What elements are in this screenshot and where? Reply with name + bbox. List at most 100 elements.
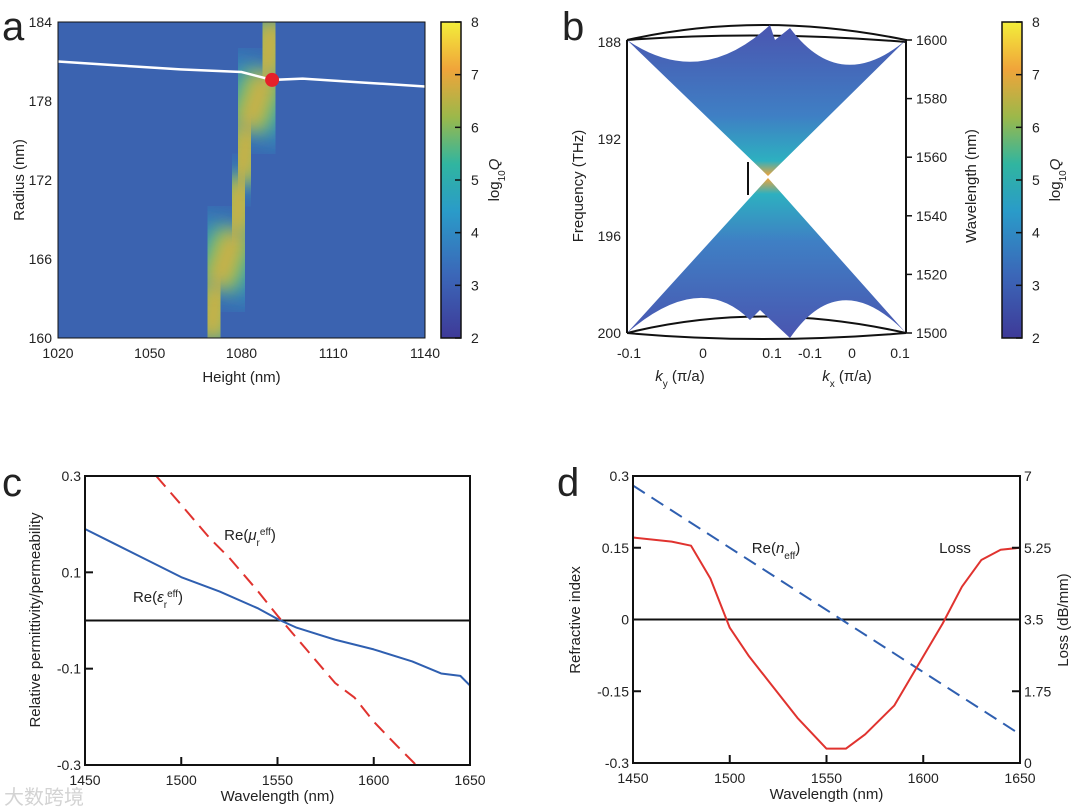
panel-label-b: b (562, 5, 584, 49)
legend-eps-label: Re(εreff) (133, 589, 183, 611)
y-tick-label-d: 0.15 (602, 540, 629, 556)
y-tick-label-b-left: 192 (598, 131, 622, 147)
y-axis-label-a: Radius (nm) (11, 139, 28, 221)
legend-mu-label: Re(μreff) (224, 527, 276, 549)
ridge-core (259, 22, 280, 76)
y-axis-label-d-right: Loss (dB/mm) (1055, 573, 1072, 666)
y-tick-label-b-left: 200 (598, 325, 622, 341)
legend-loss-label: Loss (939, 540, 971, 557)
y-tick-label-d-right: 0 (1024, 755, 1032, 771)
colorbar-b-tick-label: 6 (1032, 119, 1040, 135)
x-tick-label-c: 1500 (166, 772, 197, 788)
x-tick-label-c: 1450 (69, 772, 100, 788)
y-tick-label-a: 184 (29, 14, 53, 30)
x-tick-label-a: 1050 (134, 345, 165, 361)
y-tick-label-c: -0.3 (57, 757, 81, 773)
y-tick-label-c: 0.3 (62, 468, 82, 484)
ridge-core (234, 126, 255, 181)
y-tick-label-d-right: 1.75 (1024, 683, 1051, 699)
frame-bottom (626, 315, 907, 340)
y-tick-label-d-right: 5.25 (1024, 540, 1051, 556)
ky-tick-label: 0 (699, 345, 707, 361)
series-line-d-1 (632, 536, 1021, 750)
y-axis-label-b-right: Wavelength (nm) (963, 129, 980, 243)
watermark: 大数跨境 (4, 785, 84, 809)
colorbar-b-tick-label: 3 (1032, 277, 1040, 293)
x-tick-label-d: 1550 (811, 770, 842, 786)
x-tick-label-d: 1450 (617, 770, 648, 786)
y-tick-label-a: 172 (29, 172, 53, 188)
plot-frame-a (57, 21, 426, 339)
series-line-c-1 (155, 475, 417, 766)
upper-cone (627, 25, 906, 176)
heatmap-a (58, 22, 425, 338)
colorbar-a-tick-label: 8 (471, 14, 479, 30)
y-tick-label-b-left: 196 (598, 228, 622, 244)
ridge-core (203, 284, 224, 338)
series-line-c-0 (84, 528, 471, 687)
ky-tick-label: -0.1 (617, 345, 641, 361)
x-tick-label-c: 1600 (358, 772, 389, 788)
colorbar-b-label: log10Q (1047, 158, 1069, 201)
red-marker (265, 72, 280, 87)
colorbar-a-tick-label: 5 (471, 172, 479, 188)
y-tick-label-a: 160 (29, 330, 53, 346)
colorbar-b-tick-label: 4 (1032, 225, 1040, 241)
y-tick-label-d: -0.15 (597, 683, 629, 699)
kx-axis-label: kx (π/a) (822, 368, 872, 390)
y-tick-label-d: 0 (621, 612, 629, 628)
colorbar-a-tick-label: 4 (471, 225, 479, 241)
kx-tick-label: 0.1 (890, 345, 910, 361)
panel-label-c: c (2, 461, 22, 505)
y-tick-label-a: 178 (29, 93, 53, 109)
x-axis-label-a: Height (nm) (202, 369, 280, 386)
x-axis-label-c: Wavelength (nm) (221, 788, 335, 805)
y-axis-label-b-left: Frequency (THz) (570, 130, 587, 243)
y-tick-label-d-right: 3.5 (1024, 612, 1044, 628)
y-tick-label-b-right: 1560 (916, 149, 947, 165)
panel-label-d: d (557, 461, 579, 505)
y-tick-label-d: 0.3 (610, 468, 630, 484)
panel-label-a: a (2, 5, 25, 49)
colorbar-a-label: log10Q (486, 158, 508, 201)
x-tick-label-a: 1140 (410, 345, 440, 361)
ky-axis-label: ky (π/a) (655, 368, 705, 390)
y-tick-label-d-right: 7 (1024, 468, 1032, 484)
y-tick-label-c: 0.1 (62, 564, 82, 580)
white-line (58, 60, 425, 88)
kx-tick-label: -0.1 (798, 345, 822, 361)
ridge-core (210, 230, 242, 288)
colorbar-b-tick-label: 2 (1032, 330, 1040, 346)
colorbar-b-tick-label: 5 (1032, 172, 1040, 188)
y-tick-label-b-left: 188 (598, 34, 622, 50)
x-tick-label-d: 1500 (714, 770, 745, 786)
colorbar-a-tick-label: 2 (471, 330, 479, 346)
ky-tick-label: 0.1 (762, 345, 782, 361)
x-tick-label-c: 1650 (454, 772, 485, 788)
legend-neff-label: Re(neff) (752, 540, 800, 562)
kx-tick-label: 0 (848, 345, 856, 361)
colorbar-a-tick-label: 3 (471, 277, 479, 293)
series-line-d-0 (632, 484, 1021, 736)
ridge-core (241, 72, 273, 130)
y-tick-label-b-right: 1580 (916, 91, 947, 107)
colorbar-b-tick-label: 8 (1032, 14, 1040, 30)
colorbar-a-tick-label: 6 (471, 119, 479, 135)
y-tick-label-b-right: 1520 (916, 266, 947, 282)
y-tick-label-b-right: 1500 (916, 325, 947, 341)
y-tick-label-c: -0.1 (57, 661, 81, 677)
x-tick-label-a: 1080 (226, 345, 257, 361)
y-tick-label-d: -0.3 (605, 755, 629, 771)
x-axis-label-d: Wavelength (nm) (770, 786, 884, 803)
x-tick-label-d: 1650 (1004, 770, 1035, 786)
colorbar-a-tick-label: 7 (471, 67, 479, 83)
colorbar-b-tick-label: 7 (1032, 67, 1040, 83)
y-tick-label-b-right: 1600 (916, 32, 947, 48)
y-axis-label-c: Relative permittivity/permeability (27, 512, 44, 728)
y-tick-label-a: 166 (29, 251, 53, 267)
x-tick-label-d: 1600 (908, 770, 939, 786)
lower-cone (627, 178, 906, 338)
y-tick-label-b-right: 1540 (916, 208, 947, 224)
